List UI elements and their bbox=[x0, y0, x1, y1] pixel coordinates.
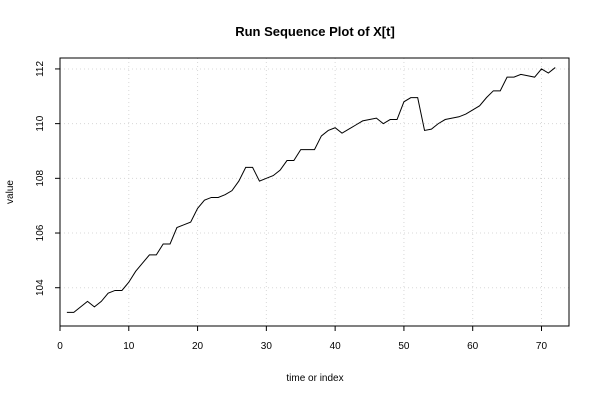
x-tick-label: 40 bbox=[330, 341, 342, 352]
y-tick-label: 112 bbox=[35, 61, 46, 77]
grid bbox=[59, 58, 569, 326]
x-axis-label: time or index bbox=[286, 373, 343, 384]
x-tick-label: 70 bbox=[536, 341, 548, 352]
x-tick-label: 60 bbox=[467, 341, 479, 352]
y-axis: 104 106 108 110 112 bbox=[35, 61, 60, 296]
x-axis: 0 10 20 30 40 50 60 70 bbox=[57, 326, 547, 352]
series-layer bbox=[66, 67, 556, 313]
x-tick-label: 50 bbox=[398, 341, 410, 352]
x-tick-label: 0 bbox=[57, 341, 63, 352]
x-tick-label: 20 bbox=[192, 341, 204, 352]
y-tick-label: 108 bbox=[35, 170, 46, 187]
y-tick-label: 110 bbox=[35, 115, 46, 131]
y-tick-label: 106 bbox=[35, 224, 46, 241]
y-axis-label: value bbox=[5, 180, 16, 204]
series-line bbox=[66, 67, 556, 313]
y-tick-label: 104 bbox=[35, 279, 46, 296]
plot-frame bbox=[59, 57, 570, 327]
chart-title: Run Sequence Plot of X[t] bbox=[235, 24, 395, 39]
x-tick-label: 30 bbox=[261, 341, 273, 352]
x-tick-label: 10 bbox=[123, 341, 135, 352]
